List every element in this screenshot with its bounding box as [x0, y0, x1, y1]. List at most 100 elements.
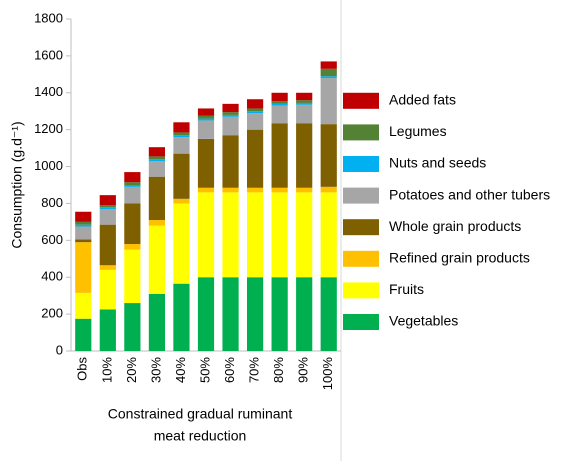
- legend-label: Vegetables: [389, 313, 458, 329]
- bar-segment: [320, 61, 337, 69]
- y-tick-label: 800: [41, 195, 63, 210]
- bar-segment: [99, 309, 116, 351]
- bar-segment: [148, 220, 166, 226]
- bar-segment: [197, 120, 215, 139]
- y-tick-label: 1800: [34, 10, 63, 25]
- bar-segment: [320, 76, 337, 79]
- bar-segment: [148, 161, 166, 177]
- bar-segment: [246, 277, 264, 351]
- x-tick-label: 90%: [296, 357, 311, 383]
- legend-swatch: [343, 250, 379, 267]
- y-tick-label: 0: [56, 342, 63, 357]
- bar-segment: [271, 192, 288, 278]
- legend-label: Nuts and seeds: [389, 155, 486, 171]
- bar-segment: [320, 124, 337, 187]
- bar-segment: [296, 102, 313, 105]
- bar-segment: [246, 113, 264, 130]
- legend-label: Fruits: [389, 281, 424, 297]
- x-tick-label: 50%: [197, 357, 212, 383]
- bar-segment: [99, 205, 116, 208]
- bar-segment: [222, 277, 239, 351]
- bar-segment: [320, 68, 337, 77]
- x-tick-label: 10%: [99, 357, 114, 383]
- bar-segment: [197, 138, 215, 188]
- bar-segment: [75, 239, 92, 243]
- x-axis-label: meat reduction: [154, 428, 247, 444]
- bar-segment: [296, 92, 313, 101]
- legend-label: Added fats: [389, 92, 456, 108]
- x-tick-label: 80%: [271, 357, 286, 383]
- x-tick-label: 20%: [124, 357, 139, 383]
- legend-label: Legumes: [389, 123, 447, 139]
- legend-swatch: [343, 187, 379, 204]
- y-tick-label: 1600: [34, 47, 63, 62]
- bar-segment: [296, 104, 313, 124]
- bar-segment: [197, 192, 215, 278]
- bar-segment: [197, 187, 215, 193]
- bar-segment: [222, 135, 239, 188]
- bar-segment: [246, 111, 264, 114]
- bar-segment: [320, 192, 337, 278]
- legend-swatch: [343, 314, 379, 330]
- bar-segment: [296, 123, 313, 188]
- bar-segment: [75, 242, 92, 293]
- bar-segment: [197, 118, 215, 121]
- x-tick-label: 60%: [222, 357, 237, 383]
- bar-segment: [148, 159, 166, 162]
- bar-segment: [99, 224, 116, 266]
- legend-label: Whole grain products: [389, 218, 521, 234]
- bar-segment: [75, 211, 92, 222]
- bar-segment: [246, 99, 264, 109]
- bar-segment: [271, 187, 288, 193]
- bar-segment: [148, 156, 166, 160]
- x-tick-label: 40%: [173, 357, 188, 383]
- legend-swatch: [343, 156, 379, 172]
- bar-segment: [222, 114, 239, 117]
- bar-segment: [197, 108, 215, 116]
- x-tick-label: 30%: [148, 357, 163, 383]
- bar-segment: [271, 123, 288, 188]
- bar-segment: [222, 187, 239, 193]
- y-tick-label: 1000: [34, 158, 63, 173]
- y-tick-label: 600: [41, 232, 63, 247]
- bar-segment: [124, 186, 141, 204]
- bar-segment: [246, 187, 264, 193]
- legend-label: Potatoes and other tubers: [389, 186, 550, 202]
- x-axis-label: Constrained gradual ruminant: [108, 406, 293, 422]
- y-tick-label: 1400: [34, 84, 63, 99]
- bar-segment: [246, 108, 264, 112]
- bar-segment: [197, 115, 215, 119]
- bar-segment: [271, 101, 288, 104]
- bar-segment: [246, 192, 264, 278]
- bar-segment: [296, 187, 313, 193]
- bar-segment: [124, 185, 141, 187]
- bar-segment: [99, 265, 116, 270]
- bar-segment: [124, 303, 141, 351]
- legend-swatch: [343, 282, 379, 299]
- bar-segment: [222, 103, 239, 113]
- bar-segment: [99, 208, 116, 225]
- bar-segment: [99, 207, 116, 209]
- x-tick-label: Obs: [75, 357, 90, 381]
- bar-segment: [124, 182, 141, 185]
- bar-segment: [296, 192, 313, 278]
- bar-segment: [173, 203, 190, 284]
- y-tick-label: 400: [41, 269, 63, 284]
- bar-segment: [173, 132, 190, 136]
- bar-segment: [75, 221, 92, 225]
- bar-segment: [124, 244, 141, 250]
- bar-segment: [173, 137, 190, 154]
- bar-segment: [148, 293, 166, 351]
- bar-segment: [99, 269, 116, 310]
- bar-segment: [124, 172, 141, 183]
- legend-swatch: [343, 124, 379, 141]
- bar-segment: [246, 129, 264, 188]
- bar-segment: [271, 103, 288, 106]
- bar-segment: [148, 147, 166, 157]
- bar-segment: [222, 112, 239, 115]
- bar-segment: [271, 277, 288, 351]
- bar-segment: [75, 224, 92, 227]
- bar-segment: [124, 203, 141, 245]
- y-tick-label: 1200: [34, 121, 63, 136]
